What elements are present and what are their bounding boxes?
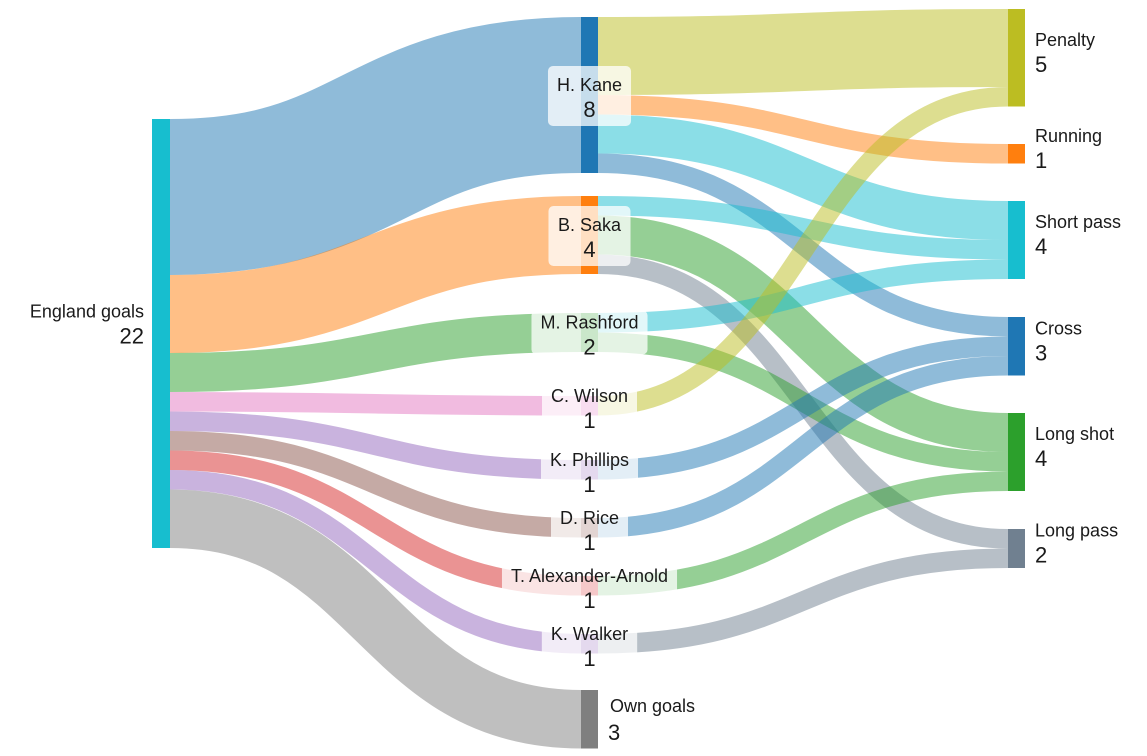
sankey-link-england-to-kane [168,17,583,275]
sankey-node-shortpass [1008,201,1025,279]
sankey-node-running [1008,144,1025,164]
sankey-link-phillips-to-cross [597,336,1009,480]
sankey-node-cross [1008,317,1025,376]
node-label-rice: D. Rice [560,508,619,528]
node-label-penalty: Penalty [1035,30,1095,50]
node-label-running: Running [1035,126,1102,146]
node-label-longshot: Long shot [1035,424,1114,444]
node-value-rashford: 2 [583,335,595,360]
sankey-link-saka-to-longshot [597,215,1009,452]
node-value-wilson: 1 [583,408,595,433]
sankey-link-rice-to-cross [597,356,1009,538]
node-value-shortpass: 4 [1035,234,1047,259]
node-label-box-rashford [531,310,648,355]
node-value-penalty: 5 [1035,52,1047,77]
node-label-own: Own goals [610,696,695,716]
node-label-cross: Cross [1035,318,1082,338]
sankey-link-rashford-to-shortpass [597,259,1009,333]
sankey-links [168,9,1009,749]
node-label-rashford: M. Rashford [540,313,638,333]
node-label-box-rice [550,505,629,550]
sankey-node-own [581,690,598,749]
node-value-running: 1 [1035,148,1047,173]
sankey-link-england-to-phillips [169,411,582,480]
node-label-box-taa [501,563,678,608]
sankey-link-england-to-walker [169,470,582,654]
node-value-own: 3 [608,720,620,745]
node-value-cross: 3 [1035,340,1047,365]
node-label-box-saka [548,206,631,266]
node-value-longpass: 2 [1035,543,1047,568]
sankey-link-walker-to-longpass [597,548,1009,654]
node-label-walker: K. Walker [551,624,628,644]
node-value-taa: 1 [583,588,595,613]
node-label-england: England goals [30,302,144,322]
sankey-link-england-to-wilson [169,392,582,416]
node-value-england: 22 [120,324,144,349]
sankey-link-kane-to-penalty [597,9,1009,95]
sankey-link-saka-to-shortpass [597,196,1009,260]
sankey-link-england-to-rashford [169,313,582,392]
node-value-longshot: 4 [1035,446,1047,471]
sankey-link-england-to-own [169,489,582,749]
sankey-node-longshot [1008,413,1025,491]
node-label-taa: T. Alexander-Arnold [511,566,668,586]
sankey-link-england-to-saka [169,196,582,353]
sankey-link-england-to-rice [169,431,582,538]
sankey-node-penalty [1008,9,1025,107]
node-label-kane: H. Kane [557,75,622,95]
sankey-link-kane-to-running [597,95,1009,164]
node-value-saka: 4 [583,237,595,262]
node-value-phillips: 1 [583,472,595,497]
node-value-rice: 1 [583,530,595,555]
node-label-box-walker [541,621,638,666]
node-label-saka: B. Saka [558,215,622,235]
node-value-kane: 8 [583,97,595,122]
sankey-node-longpass [1008,529,1025,568]
node-label-box-kane [547,66,632,126]
node-label-longpass: Long pass [1035,521,1118,541]
sankey-node-england [152,119,170,548]
sankey-link-wilson-to-penalty [597,87,1009,416]
node-label-box-wilson [541,383,638,428]
node-label-phillips: K. Phillips [550,450,629,470]
node-label-shortpass: Short pass [1035,212,1121,232]
node-label-wilson: C. Wilson [551,386,628,406]
node-value-walker: 1 [583,646,595,671]
node-label-box-phillips [540,447,639,492]
sankey-link-kane-to-shortpass [597,114,1009,240]
